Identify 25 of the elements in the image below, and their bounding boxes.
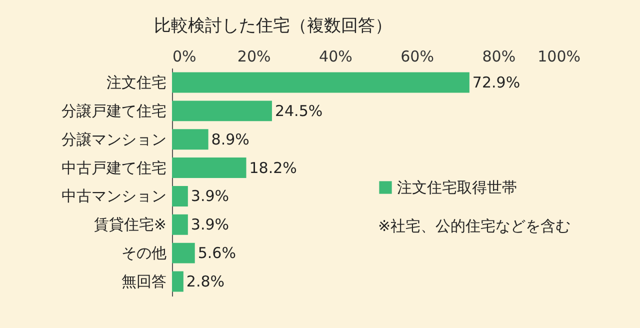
y-tick-label: 分譲戸建て住宅 [62, 102, 166, 120]
data-label: 8.9% [211, 130, 250, 148]
data-label: 18.2% [249, 158, 297, 177]
data-label: 3.9% [190, 216, 230, 234]
y-tick-label: 無回答 [122, 272, 166, 290]
legend-label: 注文住宅取得世帯 [397, 178, 517, 196]
x-tick-label: 80% [482, 48, 516, 66]
x-tick-label: 20% [237, 48, 271, 66]
x-tick-label: 40% [319, 48, 352, 66]
y-tick-label: 賃貸住宅※ [94, 216, 166, 234]
y-tick-label: 分譲マンション [62, 130, 166, 148]
y-tick-label: 注文住宅 [106, 74, 166, 92]
data-label: 3.9% [190, 187, 230, 206]
data-label: 2.8% [186, 272, 225, 290]
x-tick-label: 100% [538, 48, 580, 66]
x-tick-label: 0% [172, 48, 196, 66]
annotation: ※社宅、公的住宅などを含む [378, 217, 571, 235]
y-tick-label: 中古マンション [62, 187, 166, 206]
data-label: 24.5% [274, 102, 323, 120]
y-tick-label: 中古戸建て住宅 [62, 158, 166, 177]
data-label: 72.9% [472, 74, 520, 92]
data-label: 5.6% [198, 244, 236, 262]
chart-title: 比較検討した住宅（複数回答） [154, 16, 392, 36]
y-tick-label: その他 [122, 244, 166, 262]
x-tick-label: 60% [400, 48, 434, 66]
